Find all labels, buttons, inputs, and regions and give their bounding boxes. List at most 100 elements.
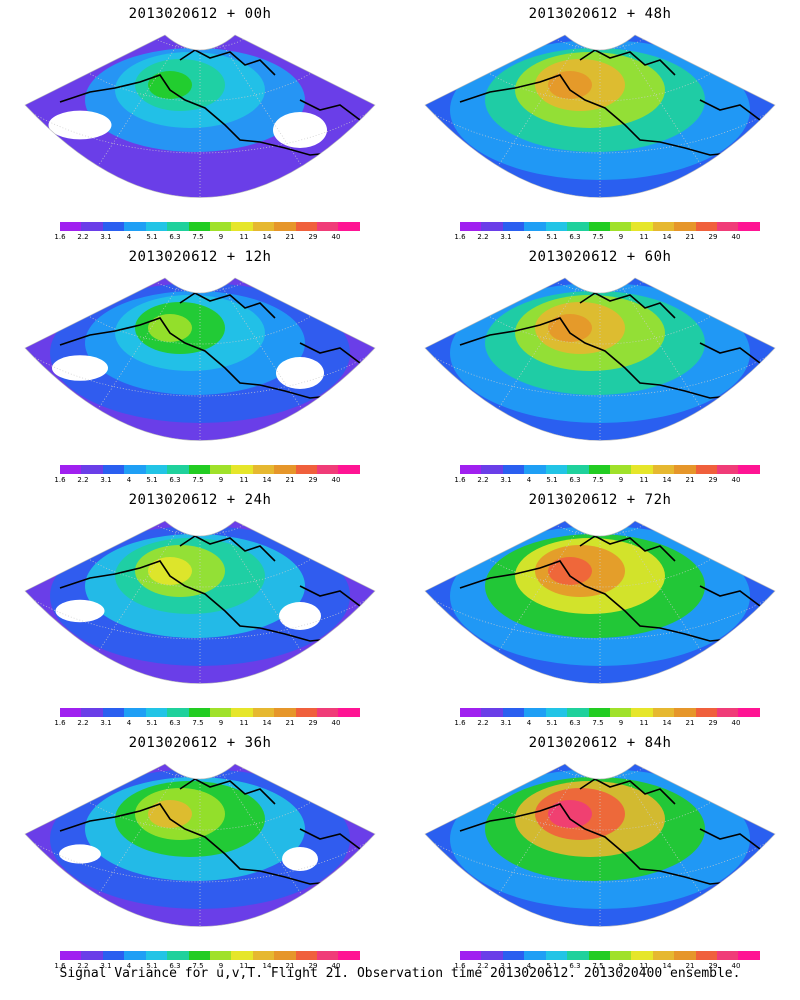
colorbar-cell [145,222,168,231]
colorbar-tick-label: 21 [685,719,695,727]
colorbar-cell [545,708,568,717]
colorbar-tick-label: 11 [239,719,249,727]
forecast-panel: 2013020612 + 24h 1.6 2.2 3.1 4 5.1 6.3 7.5 9 11 14… [0,486,400,729]
colorbar-cell [338,951,360,960]
variance-contour [148,800,192,828]
colorbar-tick-label: 5.1 [546,962,558,970]
map-frame [24,763,376,927]
colorbar-cell [252,222,275,231]
colorbar-cell [545,465,568,474]
forecast-panel: 2013020612 + 48h 1.6 2.2 3.1 4 5.1 6.3 7.5 9 11 14… [400,0,800,243]
colorbar-cell [81,222,103,231]
colorbar-tick-label: 5.1 [146,962,158,970]
colorbar-cell [231,222,253,231]
colorbar-cell [188,465,210,474]
colorbar-cell [460,951,482,960]
colorbar-tick-label: 2.2 [477,476,489,484]
colorbar-tick-label: 29 [708,962,718,970]
map-plot [24,763,376,927]
variance-contour [148,71,192,99]
colorbar-cell [674,465,696,474]
variance-contour [148,314,192,342]
panel-title: 2013020612 + 24h [128,492,272,508]
colorbar-tick-label: 6.3 [169,233,181,241]
colorbar-tick-label: 6.3 [169,962,181,970]
figure-caption: Signal Variance for u,v,T. Flight 21. Ob… [59,966,741,981]
colorbar-cell [295,708,318,717]
variance-contour [548,557,592,585]
missing-data-area [282,847,318,871]
colorbar-tick-label: 2.2 [77,962,89,970]
colorbar-tick-label: 6.3 [169,719,181,727]
colorbar-cell [481,222,503,231]
colorbar-tick-label: 29 [308,233,318,241]
colorbar-tick-label: 3.1 [500,233,512,241]
colorbar-tick-label: 14 [262,962,272,970]
colorbar-cell [481,465,503,474]
colorbar-cell [338,708,360,717]
colorbar-tick-label: 4 [526,233,532,241]
colorbar-cell [317,222,339,231]
missing-data-area [48,110,112,140]
colorbar-tick-label: 29 [708,719,718,727]
colorbar-tick-label: 11 [639,719,649,727]
map-frame [424,277,776,441]
colorbar-cell [609,708,632,717]
colorbar-cell [124,951,146,960]
colorbar-tick-label: 3.1 [100,719,112,727]
latitude-line [445,35,755,102]
colorbar-tick-label: 3.1 [100,233,112,241]
panel-title: 2013020612 + 72h [528,492,672,508]
colorbar-cell [674,222,696,231]
colorbar-tick-label: 5.1 [546,476,558,484]
colorbar-tick-label: 3.1 [100,476,112,484]
colorbar-cell [524,465,546,474]
colorbar-cell [188,708,210,717]
colorbar-cell [674,708,696,717]
missing-data-area [273,112,327,148]
map-frame [24,34,376,198]
colorbar-tick-label: 1.6 [54,233,66,241]
colorbar-tick-label: 6.3 [569,233,581,241]
colorbar-cell [695,222,718,231]
colorbar-cell [274,951,296,960]
map-frame [424,520,776,684]
colorbar-tick-label: 11 [639,962,649,970]
colorbar-cell [631,708,653,717]
map-plot [424,277,776,441]
latitude-line [445,278,755,345]
colorbar-strip [60,708,360,717]
missing-data-area [48,883,72,895]
colorbar-tick-label: 9 [618,962,624,970]
colorbar-tick-label: 40 [331,962,341,970]
colorbar-tick-label: 29 [308,719,318,727]
colorbar-cell [652,465,675,474]
forecast-panel: 2013020612 + 36h 1.6 2.2 3.1 4 5.1 6.3 7.5 9 11 14… [0,729,400,972]
forecast-panel: 2013020612 + 84h 1.6 2.2 3.1 4 5.1 6.3 7.5 9 11 14… [400,729,800,972]
colorbar-cell [695,951,718,960]
colorbar-cell [274,465,296,474]
colorbar-tick-label: 6.3 [169,476,181,484]
colorbar-cell [60,465,82,474]
colorbar-cell [317,465,339,474]
colorbar-tick-label: 29 [708,233,718,241]
colorbar-cell [274,222,296,231]
colorbar-cell [338,222,360,231]
forecast-panel: 2013020612 + 60h 1.6 2.2 3.1 4 5.1 6.3 7.5 9 11 14… [400,243,800,486]
colorbar-cell [252,708,275,717]
colorbar-tick-label: 11 [239,233,249,241]
colorbar-cell [502,951,525,960]
colorbar-cell [81,708,103,717]
map-frame [424,34,776,198]
colorbar-cell [567,708,589,717]
colorbar-cell [481,951,503,960]
colorbar: 1.6 2.2 3.1 4 5.1 6.3 7.5 9 11 14 21 29 40 [454,708,760,732]
colorbar-tick-label: 14 [662,962,672,970]
colorbar-tick-label: 1.6 [54,962,66,970]
map-plot [424,763,776,927]
colorbar-cell [231,465,253,474]
colorbar-tick-label: 9 [218,233,224,241]
colorbar-cell [631,951,653,960]
latitude-line [445,764,755,831]
latitude-line [45,764,355,831]
